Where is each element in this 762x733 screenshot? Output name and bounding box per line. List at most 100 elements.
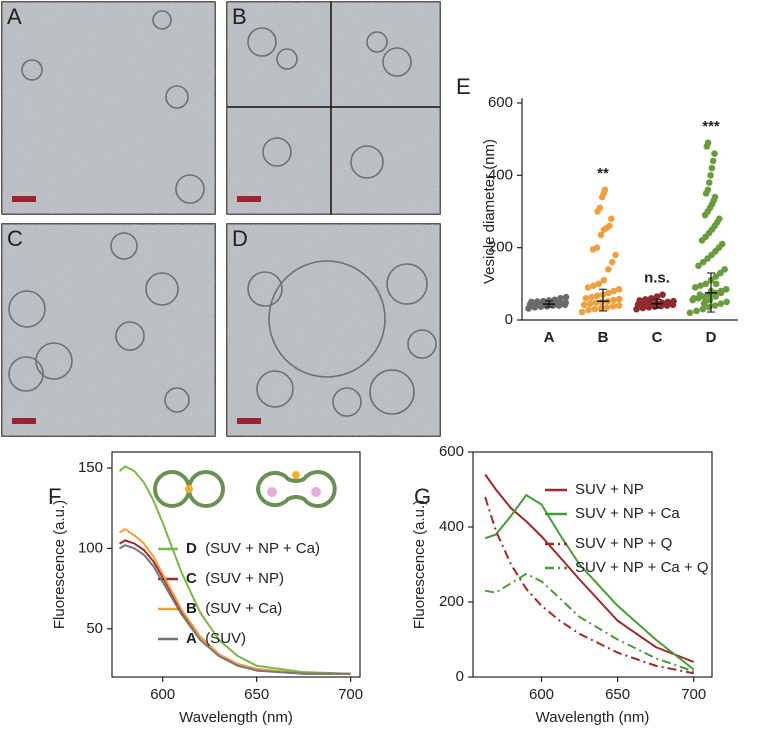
data-point bbox=[691, 284, 699, 291]
data-point bbox=[562, 299, 570, 306]
micrograph-noise bbox=[2, 224, 215, 436]
data-point bbox=[562, 293, 570, 301]
legend-name: C bbox=[186, 570, 197, 587]
vesicle bbox=[247, 271, 283, 307]
vesicle bbox=[386, 263, 428, 305]
data-point bbox=[642, 296, 649, 303]
legend-description: (SUV + NP + Ca) bbox=[205, 540, 320, 557]
scale-bar bbox=[237, 196, 261, 202]
vesicle bbox=[332, 387, 362, 417]
data-point bbox=[723, 298, 730, 306]
vesicle bbox=[262, 137, 292, 167]
data-point bbox=[594, 292, 601, 300]
data-point bbox=[551, 296, 559, 304]
data-point bbox=[722, 285, 730, 293]
legend-name: SUV + NP + Ca bbox=[575, 505, 680, 522]
y-axis-label: Vesicle diameter (nm) bbox=[481, 139, 498, 284]
data-point bbox=[646, 300, 654, 307]
series-line bbox=[484, 496, 694, 675]
data-point bbox=[582, 295, 590, 302]
legend-description: (SUV + NP) bbox=[205, 570, 284, 587]
data-point bbox=[615, 295, 623, 303]
scale-bar bbox=[12, 196, 36, 202]
data-point bbox=[588, 293, 595, 301]
vesicle bbox=[145, 272, 179, 306]
series-line bbox=[485, 572, 695, 673]
vesicle bbox=[407, 329, 437, 359]
legend-entry: A (SUV) bbox=[186, 630, 246, 647]
data-point bbox=[705, 179, 713, 186]
x-axis-label: Wavelength (nm) bbox=[179, 709, 293, 726]
y-tick-label: 200 bbox=[488, 239, 513, 256]
vesicle bbox=[350, 145, 384, 179]
data-point bbox=[610, 296, 617, 304]
data-point bbox=[717, 300, 725, 308]
data-point bbox=[695, 262, 702, 270]
y-tick-label: 100 bbox=[78, 539, 103, 556]
data-point bbox=[707, 172, 714, 179]
legend-name: D bbox=[186, 540, 197, 557]
data-point bbox=[701, 298, 709, 306]
data-point bbox=[612, 251, 619, 259]
data-point bbox=[704, 186, 712, 194]
x-tick-label: C bbox=[652, 329, 663, 346]
legend-entry: SUV + NP bbox=[575, 481, 644, 498]
data-point bbox=[597, 231, 605, 239]
x-tick-label: A bbox=[544, 329, 555, 346]
data-point bbox=[592, 299, 600, 306]
vesicle bbox=[115, 321, 145, 351]
legend-entry: SUV + NP + Ca bbox=[575, 505, 680, 522]
y-tick-label: 400 bbox=[488, 166, 513, 183]
legend-name: SUV + NP bbox=[575, 481, 644, 498]
y-tick-label: 200 bbox=[439, 593, 464, 610]
y-tick-label: 400 bbox=[439, 518, 464, 535]
series-line bbox=[484, 493, 695, 671]
panel-label: C bbox=[7, 226, 23, 251]
y-axis-label: Fluorescence (a.u.) bbox=[411, 500, 428, 629]
data-point bbox=[708, 164, 716, 172]
data-point bbox=[606, 222, 613, 230]
legend-entry: SUV + NP + Q bbox=[575, 535, 672, 552]
legend-entry: D (SUV + NP + Ca) bbox=[186, 540, 320, 557]
data-point bbox=[690, 295, 698, 302]
x-axis-label: Wavelength (nm) bbox=[536, 709, 650, 726]
membrane-cartoon bbox=[153, 470, 337, 508]
data-point bbox=[557, 295, 564, 302]
vesicle bbox=[8, 356, 44, 392]
data-point bbox=[601, 186, 609, 194]
data-point bbox=[585, 306, 592, 314]
vesicle bbox=[382, 47, 412, 77]
data-point bbox=[717, 289, 725, 297]
vesicle bbox=[175, 174, 205, 204]
legend-description: (SUV) bbox=[205, 630, 246, 647]
data-point bbox=[591, 305, 599, 313]
data-point bbox=[647, 295, 655, 302]
panel-label: F bbox=[48, 484, 61, 509]
scale-bar bbox=[12, 418, 36, 424]
vesicle bbox=[268, 260, 386, 378]
data-point bbox=[608, 258, 616, 266]
data-point bbox=[712, 280, 720, 288]
data-point bbox=[653, 293, 661, 300]
x-tick-label: 700 bbox=[338, 686, 363, 703]
y-tick-label: 600 bbox=[439, 443, 464, 460]
data-point bbox=[670, 297, 677, 305]
data-point bbox=[636, 297, 643, 304]
data-point bbox=[593, 244, 601, 251]
plot-frame bbox=[111, 451, 361, 678]
data-point bbox=[709, 157, 717, 165]
data-point bbox=[615, 285, 623, 293]
data-point bbox=[659, 291, 666, 298]
vesicle bbox=[165, 85, 189, 109]
data-point bbox=[704, 139, 712, 147]
x-tick-label: 600 bbox=[529, 686, 554, 703]
data-point bbox=[586, 300, 594, 308]
data-point bbox=[595, 280, 603, 288]
data-point bbox=[693, 307, 700, 315]
scale-bar bbox=[237, 418, 261, 424]
significance-label: *** bbox=[702, 118, 720, 135]
data-point bbox=[580, 301, 588, 309]
data-point bbox=[721, 266, 728, 273]
data-point bbox=[686, 309, 694, 317]
micrograph-noise bbox=[2, 2, 215, 214]
